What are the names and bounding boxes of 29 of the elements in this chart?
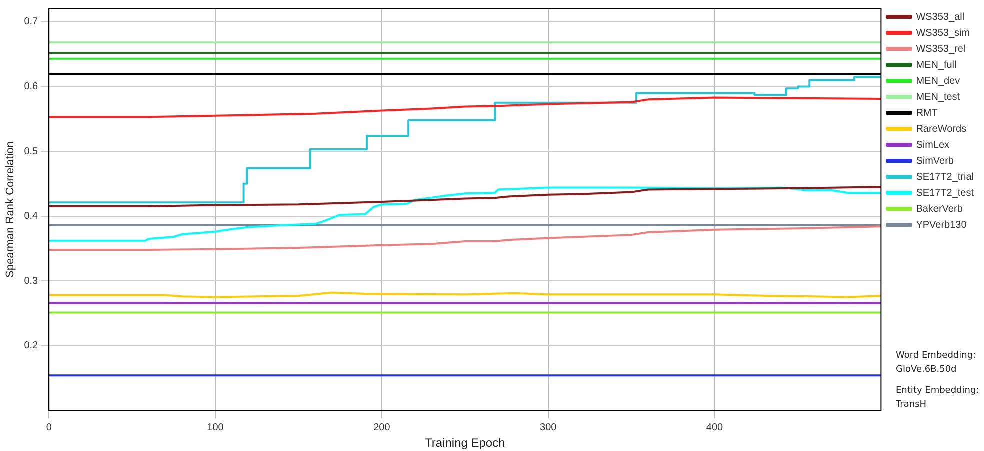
y-tick-label: 0.4 bbox=[24, 211, 39, 222]
y-tick-label: 0.6 bbox=[24, 81, 39, 92]
legend-label: MEN_dev bbox=[916, 76, 960, 87]
legend-label: MEN_test bbox=[916, 92, 960, 103]
legend-label: RMT bbox=[916, 108, 938, 119]
x-tick-label: 200 bbox=[374, 422, 391, 434]
legend-label: SE17T2_trial bbox=[916, 172, 974, 183]
x-tick-label: 0 bbox=[46, 422, 52, 434]
legend-label: YPVerb130 bbox=[916, 220, 968, 231]
x-tick-label: 100 bbox=[207, 422, 224, 434]
legend-label: MEN_full bbox=[916, 60, 957, 71]
legend-label: SimVerb bbox=[916, 156, 954, 167]
x-tick-label: 300 bbox=[540, 422, 558, 434]
y-tick-label: 0.3 bbox=[24, 276, 39, 287]
text: Entity Embedding: TransH bbox=[896, 385, 980, 412]
y-tick-label: 0.2 bbox=[24, 340, 39, 352]
legend-label: WS353_rel bbox=[916, 44, 966, 55]
y-tick-label: 0.7 bbox=[24, 16, 39, 28]
legend-label: BakerVerb bbox=[916, 204, 964, 215]
legend-label: SE17T2_test bbox=[916, 188, 974, 199]
legend-label: WS353_sim bbox=[916, 28, 970, 39]
x-axis-title: Training Epoch bbox=[425, 436, 506, 450]
legend-label: SimLex bbox=[916, 140, 950, 151]
x-tick-label: 400 bbox=[706, 422, 724, 434]
y-axis-title: Spearman Rank Correlation bbox=[4, 142, 17, 278]
legend-label: RareWords bbox=[916, 124, 967, 135]
text: Word Embedding: GloVe.6B.50d bbox=[896, 350, 978, 376]
y-tick-label: 0.5 bbox=[24, 146, 39, 158]
legend-label: WS353_all bbox=[916, 12, 965, 23]
